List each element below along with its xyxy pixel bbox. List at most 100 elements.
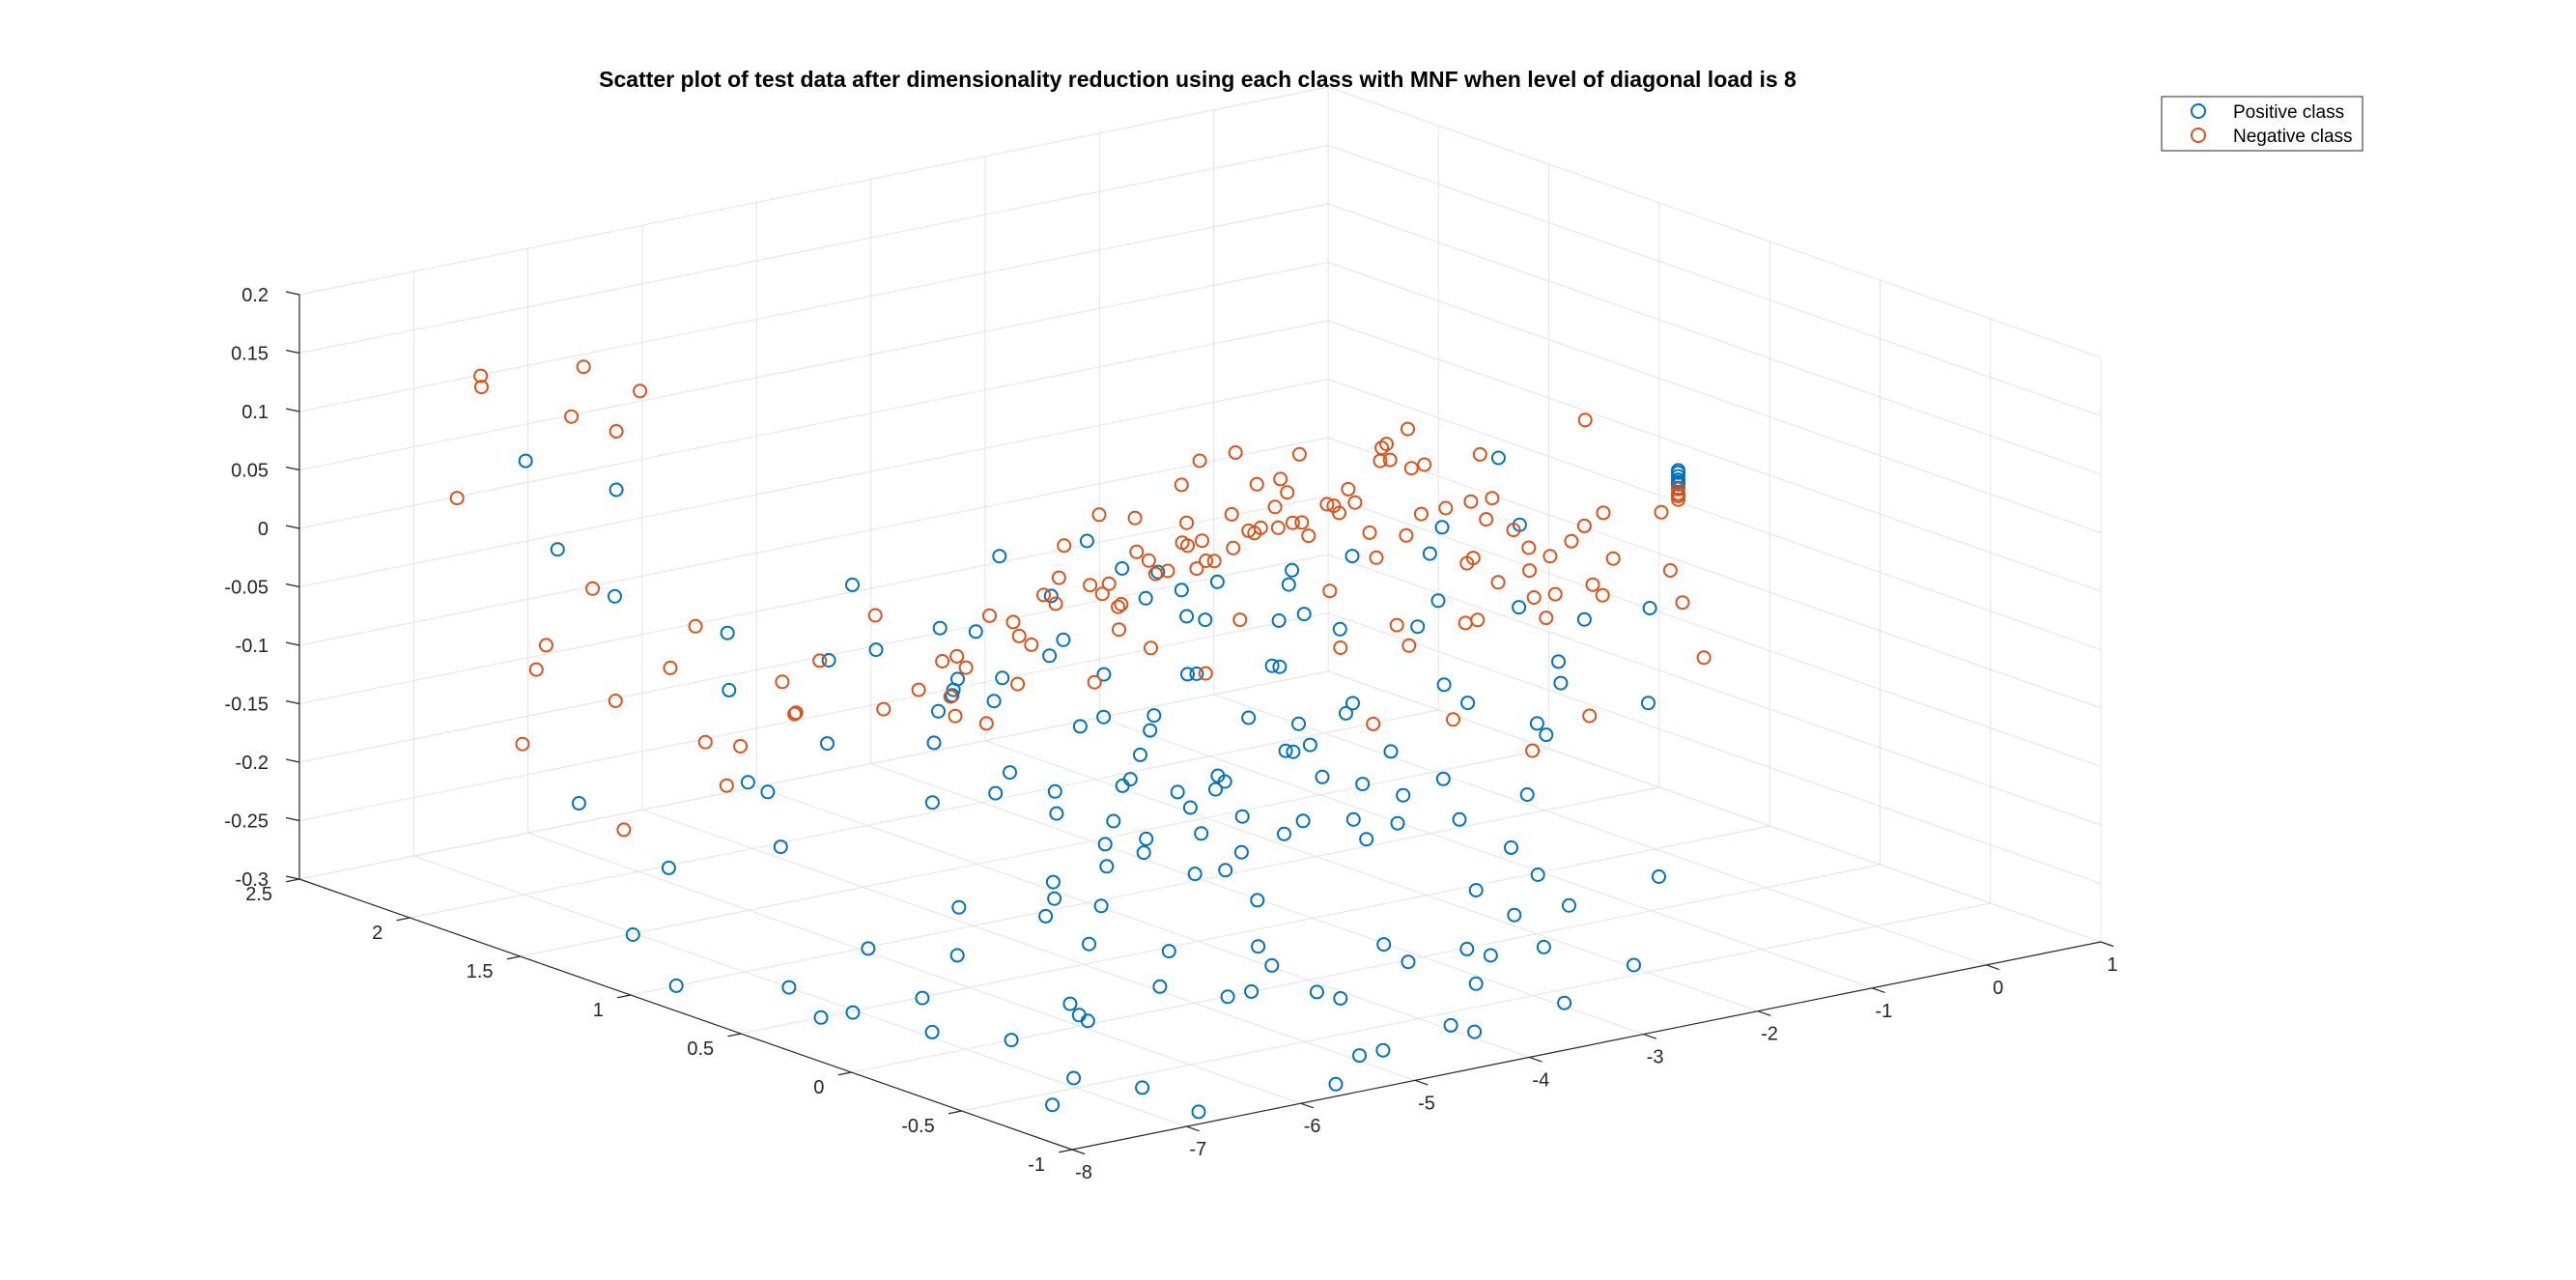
data-point [1286, 744, 1301, 759]
grid-line-floor-y [630, 786, 1659, 996]
data-point [1401, 638, 1417, 653]
data-point [1208, 782, 1223, 797]
data-point [1463, 494, 1479, 509]
data-point [1401, 421, 1415, 437]
data-point [935, 654, 950, 668]
data-point [608, 694, 623, 708]
data-point [982, 608, 997, 623]
chart-title: Scatter plot of test data after dimensio… [599, 67, 1797, 92]
data-point [625, 927, 640, 942]
y-tick-mark [396, 917, 410, 922]
grid-line-floor-x [1213, 694, 1987, 966]
data-point [1430, 593, 1446, 609]
y-tick-label: 0.5 [687, 1038, 714, 1060]
data-point [585, 581, 601, 596]
grid-line-floor-y [520, 748, 1549, 957]
data-point [787, 706, 803, 722]
y-tick-mark [617, 994, 631, 999]
x-tick-mark [1071, 1149, 1086, 1155]
data-point [1642, 601, 1657, 615]
data-point [1047, 783, 1062, 799]
data-point [1264, 658, 1280, 673]
data-point [1139, 831, 1154, 846]
z-tick-label: 0.05 [231, 461, 269, 482]
data-point [1522, 563, 1538, 579]
data-point [788, 705, 804, 721]
x-tick-label: -4 [1532, 1069, 1549, 1091]
data-point [1332, 621, 1347, 637]
data-point [1483, 948, 1498, 963]
data-point [1206, 554, 1222, 569]
data-point [1376, 937, 1392, 953]
y-tick-label: -0.5 [901, 1116, 934, 1137]
data-point [876, 701, 892, 717]
z-tick-label: 0.1 [241, 402, 269, 423]
data-point [1264, 957, 1280, 973]
z-tick-mark [285, 583, 300, 588]
data-point [474, 380, 489, 395]
data-point [1675, 595, 1690, 611]
grid-line-back-z [298, 86, 1329, 296]
data-point [1066, 1070, 1082, 1086]
legend-marker-negative [2191, 128, 2206, 143]
data-point [868, 642, 884, 658]
data-point [1291, 446, 1307, 462]
data-point [1443, 1017, 1458, 1033]
data-point [1641, 696, 1656, 711]
grid-line-side-z [1327, 670, 2102, 943]
data-point [1347, 495, 1363, 510]
data-point [1194, 826, 1209, 841]
data-point [1671, 472, 1685, 488]
z-tick-label: 0 [258, 519, 269, 540]
data-point [1174, 583, 1189, 598]
data-point [1277, 826, 1291, 841]
grid-line-back-z [298, 145, 1329, 354]
data-point [1328, 1076, 1344, 1092]
x-tick-mark [1300, 1102, 1315, 1109]
grid-line-floor-y [851, 864, 1881, 1073]
data-point [733, 739, 749, 754]
data-point [1671, 481, 1685, 497]
y-tick-label: 2 [372, 923, 382, 944]
x-tick-mark [1757, 1010, 1771, 1016]
data-point [1198, 666, 1213, 681]
axes [285, 291, 2114, 1155]
data-point [1253, 520, 1268, 535]
data-point [1278, 743, 1293, 758]
data-point [1465, 551, 1481, 566]
data-point [773, 839, 788, 855]
data-point [668, 978, 684, 993]
data-point [1369, 550, 1384, 565]
data-point [1302, 737, 1317, 753]
data-point [760, 784, 776, 800]
data-point [449, 491, 465, 506]
data-point [1585, 577, 1600, 592]
grid-line-back-z [298, 437, 1329, 646]
data-point [1341, 481, 1356, 497]
data-point [932, 620, 948, 636]
data-point [1241, 710, 1257, 725]
data-point [564, 409, 580, 424]
grid-lines [298, 86, 2102, 1151]
data-point [1250, 893, 1265, 908]
grid-line-side-z [1327, 437, 2102, 709]
data-point [719, 778, 734, 793]
data-point [1045, 1097, 1061, 1113]
data-point [1043, 588, 1059, 604]
series-positive [518, 450, 1685, 1120]
data-point [945, 688, 960, 703]
data-point [1093, 898, 1109, 914]
z-tick-label: 0.2 [241, 285, 269, 306]
data-point [1273, 471, 1288, 487]
data-point [845, 577, 860, 592]
data-point [813, 1010, 829, 1025]
data-point [609, 482, 624, 498]
data-point [1435, 771, 1451, 786]
data-point [1459, 941, 1475, 956]
data-point [1285, 515, 1300, 530]
data-point [1375, 1042, 1391, 1058]
data-point [1049, 806, 1064, 821]
data-point [1096, 667, 1112, 682]
x-tick-label: -1 [1875, 1001, 1892, 1022]
data-point [688, 618, 703, 634]
